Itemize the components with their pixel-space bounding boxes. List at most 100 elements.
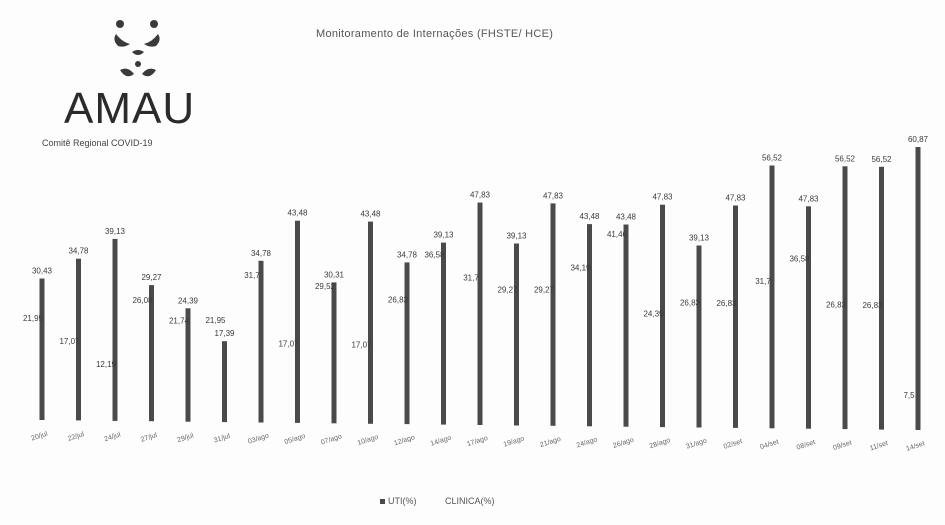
category-label: 28/ago bbox=[649, 437, 672, 450]
bar-uti bbox=[514, 243, 519, 426]
value-label-clinica: 36,58 bbox=[789, 255, 810, 264]
amau-logo-icon bbox=[114, 20, 160, 77]
value-label-clinica: 24,39 bbox=[643, 310, 664, 319]
value-label-uti: 56,52 bbox=[871, 155, 892, 164]
category-label: 07/ago bbox=[320, 433, 343, 446]
value-label-uti: 34,78 bbox=[251, 249, 272, 258]
value-label-uti: 34,78 bbox=[397, 250, 418, 259]
logo-subtitle: Comitê Regional COVID-19 bbox=[42, 138, 153, 148]
value-label-uti: 60,87 bbox=[908, 135, 929, 144]
value-label-clinica: 26,83 bbox=[388, 295, 409, 304]
value-label-clinica: 31,7 bbox=[463, 274, 479, 283]
category-label: 24/jul bbox=[103, 431, 122, 443]
bar-uti bbox=[185, 308, 191, 422]
value-label-clinica: 17,07 bbox=[59, 337, 80, 346]
category-label: 02/set bbox=[723, 438, 743, 451]
value-label-clinica: 17,07 bbox=[351, 340, 372, 349]
bar-uti bbox=[696, 245, 702, 428]
value-label-clinica: 7,5 bbox=[903, 391, 915, 400]
category-label: 27/jul bbox=[140, 432, 159, 444]
value-label-clinica: 21,95 bbox=[23, 314, 44, 323]
value-label-clinica: 26,08 bbox=[132, 296, 153, 305]
bar-uti bbox=[112, 238, 118, 421]
category-label: 03/ago bbox=[247, 432, 270, 445]
legend: UTI(%) CLINICA(%) bbox=[380, 496, 521, 506]
bar-uti bbox=[76, 258, 81, 421]
value-label-uti: 29,27 bbox=[141, 273, 162, 282]
category-label: 31/ago bbox=[685, 437, 708, 450]
value-label-clinica: 26,83 bbox=[716, 299, 737, 308]
value-label-clinica: 26,83 bbox=[680, 299, 701, 308]
bar-uti bbox=[660, 204, 665, 428]
value-label-clinica: 26,83 bbox=[862, 301, 883, 310]
bar-uti bbox=[331, 282, 337, 424]
bar-uti bbox=[806, 206, 811, 429]
value-label-clinica: 34,19 bbox=[570, 263, 591, 272]
value-label-uti: 43,48 bbox=[360, 210, 381, 219]
bar-uti bbox=[550, 203, 556, 426]
value-label-uti: 47,83 bbox=[470, 191, 491, 200]
category-label: 14/ago bbox=[430, 435, 453, 448]
value-label-uti: 43,48 bbox=[579, 212, 600, 221]
value-label-uti: 17,39 bbox=[214, 329, 235, 338]
value-label-clinica: 12,19 bbox=[96, 360, 117, 369]
bar-uti bbox=[441, 242, 446, 425]
value-label-uti: 30,43 bbox=[32, 267, 53, 276]
category-label: 09/set bbox=[832, 439, 852, 452]
category-label: 14/set bbox=[905, 440, 925, 453]
bar-uti bbox=[477, 202, 483, 425]
value-label-clinica: 17,07 bbox=[278, 340, 299, 349]
legend-label-uti: UTI(%) bbox=[388, 496, 417, 506]
value-labels-layer: 30,43 21,95 34,78 17,07 39,13 12,19 29,27 26,08… bbox=[23, 135, 929, 400]
value-label-clinica: 36,58 bbox=[424, 251, 445, 260]
value-label-clinica: 41,46 bbox=[607, 230, 628, 239]
value-label-clinica: 21,95 bbox=[205, 316, 226, 325]
value-label-uti: 24,39 bbox=[178, 296, 199, 305]
value-label-uti: 43,48 bbox=[616, 213, 637, 222]
category-label: 26/ago bbox=[612, 437, 635, 450]
bar-uti bbox=[769, 165, 775, 429]
amau-logo: AMAU Comitê Regional COVID-19 bbox=[42, 18, 212, 168]
value-label-clinica: 31,7 bbox=[755, 277, 771, 286]
category-label: 29/jul bbox=[176, 432, 195, 444]
value-label-clinica: 31,7 bbox=[244, 271, 260, 280]
bar-uti bbox=[733, 205, 738, 428]
chart-title: Monitoramento de Internações (FHSTE/ HCE… bbox=[316, 28, 554, 40]
category-label: 17/ago bbox=[466, 435, 489, 448]
bar-uti bbox=[149, 285, 154, 422]
bars-layer bbox=[39, 147, 921, 430]
category-label: 12/ago bbox=[393, 434, 416, 447]
bar-uti bbox=[368, 221, 373, 424]
category-label: 21/ago bbox=[539, 436, 562, 449]
bar-uti bbox=[39, 278, 45, 420]
bar-uti bbox=[258, 260, 264, 423]
category-label: 20/jul bbox=[30, 431, 49, 443]
value-label-clinica: 29,27 bbox=[534, 286, 555, 295]
value-label-uti: 56,52 bbox=[762, 154, 783, 163]
value-label-clinica: 26,83 bbox=[826, 300, 847, 309]
legend-swatch-uti bbox=[380, 499, 385, 505]
bar-uti bbox=[915, 147, 921, 430]
bar-uti bbox=[295, 220, 300, 423]
value-label-uti: 47,83 bbox=[725, 194, 746, 203]
legend-item-uti: UTI(%) bbox=[380, 496, 419, 506]
bar-uti bbox=[404, 262, 410, 425]
bar-uti bbox=[222, 341, 227, 423]
category-label: 19/ago bbox=[503, 435, 526, 448]
value-label-uti: 56,52 bbox=[835, 154, 856, 163]
value-label-uti: 39,13 bbox=[105, 227, 126, 236]
bar-uti bbox=[587, 224, 592, 427]
category-label: 08/set bbox=[796, 439, 816, 452]
value-label-uti: 39,13 bbox=[433, 231, 454, 240]
legend-label-clinica: CLINICA(%) bbox=[445, 496, 495, 506]
value-label-uti: 47,83 bbox=[652, 193, 673, 202]
value-label-uti: 47,83 bbox=[543, 191, 564, 200]
category-label: 24/ago bbox=[576, 436, 599, 449]
logo-name: AMAU bbox=[64, 84, 196, 133]
category-label: 11/set bbox=[869, 440, 889, 452]
value-label-uti: 47,83 bbox=[798, 194, 819, 203]
category-labels-layer: 20/jul 22/jul 24/jul 27/jul 29/jul 31/jul 03/a… bbox=[30, 431, 925, 453]
legend-item-clinica: CLINICA(%) bbox=[445, 496, 495, 506]
